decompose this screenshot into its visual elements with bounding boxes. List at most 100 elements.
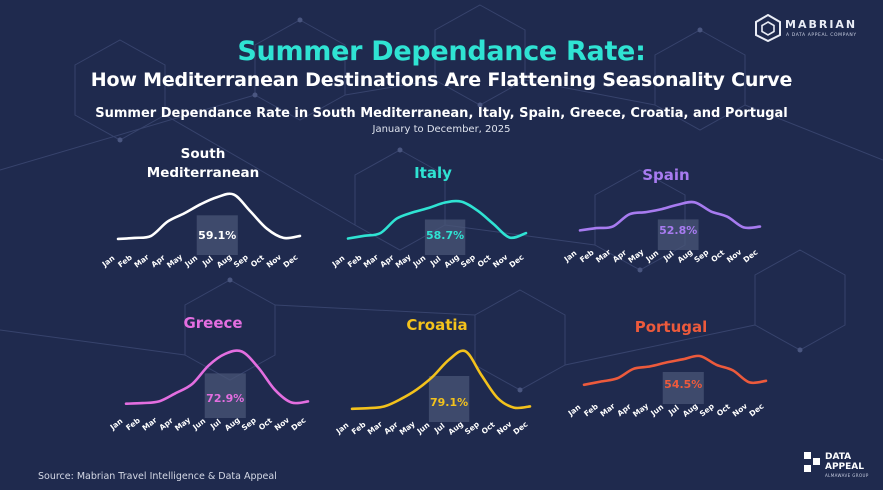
x-tick-label-nov: Nov	[725, 247, 743, 264]
x-tick-label-dec: Dec	[281, 253, 299, 270]
data-appeal-name-line2: APPEAL	[825, 462, 865, 472]
x-tick-label-apr: Apr	[611, 248, 628, 264]
chart-title: Italy	[414, 164, 452, 182]
x-tick-label-oct: Oct	[476, 253, 493, 269]
x-tick-label-feb: Feb	[346, 252, 364, 269]
data-appeal-mark-icon	[804, 452, 820, 472]
x-tick-label-may: May	[173, 415, 192, 433]
data-appeal-name-line1: DATA	[825, 452, 852, 462]
x-tick-label-oct: Oct	[257, 416, 274, 432]
chart-title: Croatia	[406, 316, 467, 334]
series-line	[124, 349, 310, 405]
page-title-line2: How Mediterranean Destinations Are Flatt…	[90, 69, 793, 91]
summer-band	[428, 376, 470, 422]
summer-rate-label: 58.7%	[426, 229, 464, 242]
x-tick-label-mar: Mar	[132, 252, 151, 269]
series-line	[578, 200, 762, 232]
x-tick-label-feb: Feb	[124, 415, 142, 432]
x-tick-label-jul: Jul	[208, 417, 223, 431]
x-tick-label-nov: Nov	[265, 252, 283, 269]
chart-title: Spain	[642, 166, 689, 184]
x-tick-label-jul: Jul	[432, 421, 447, 435]
x-tick-label-nov: Nov	[495, 419, 513, 436]
x-tick-label-feb: Feb	[116, 252, 134, 269]
chart-title: South Mediterranean	[147, 146, 259, 181]
summer-rate-label: 79.1%	[430, 396, 468, 409]
series-line	[116, 192, 302, 241]
x-tick-label-mar: Mar	[362, 252, 381, 269]
x-tick-label-jun: Jun	[414, 420, 431, 436]
x-tick-label-jul: Jul	[661, 249, 676, 263]
x-tick-label-apr: Apr	[615, 402, 632, 418]
x-tick-label-jul: Jul	[666, 403, 681, 417]
x-tick-label-apr: Apr	[382, 420, 399, 436]
x-tick-label-may: May	[626, 247, 645, 265]
x-tick-label-oct: Oct	[480, 420, 497, 436]
page-title: Summer Dependance Rate:	[237, 36, 646, 67]
x-tick-label-jun: Jun	[410, 253, 427, 269]
summer-rate-label: 72.9%	[206, 392, 244, 405]
x-tick-label-dec: Dec	[741, 248, 759, 265]
x-tick-label-oct: Oct	[709, 248, 726, 264]
x-tick-label-may: May	[165, 252, 184, 270]
x-tick-label-dec: Dec	[511, 420, 529, 437]
x-tick-label-jun: Jun	[643, 248, 660, 264]
series-line	[346, 199, 528, 240]
x-tick-label-jan: Jan	[100, 253, 117, 269]
x-tick-label-jun: Jun	[190, 416, 207, 432]
x-tick-label-mar: Mar	[598, 401, 617, 418]
source-note: Source: Mabrian Travel Intelligence & Da…	[38, 471, 277, 482]
chart-period: January to December, 2025	[372, 124, 511, 135]
x-tick-label-jul: Jul	[428, 254, 443, 268]
mabrian-hexagon-icon	[755, 14, 781, 42]
chart-title-line1: South	[181, 146, 226, 162]
chart-title: Portugal	[635, 318, 708, 336]
x-tick-label-jul: Jul	[200, 254, 215, 268]
summer-rate-label: 59.1%	[198, 229, 236, 242]
x-tick-label-dec: Dec	[507, 253, 525, 270]
x-tick-label-nov: Nov	[491, 252, 509, 269]
data-appeal-logo: DATA APPEAL ALMAWAVE GROUP	[804, 449, 872, 485]
summer-band	[662, 372, 704, 404]
x-tick-label-dec: Dec	[289, 416, 307, 433]
x-tick-label-nov: Nov	[731, 401, 749, 418]
x-tick-label-may: May	[631, 401, 650, 419]
x-tick-label-apr: Apr	[157, 416, 174, 432]
data-appeal-group: ALMAWAVE GROUP	[825, 473, 869, 478]
x-tick-label-apr: Apr	[149, 253, 166, 269]
x-tick-label-mar: Mar	[594, 247, 613, 264]
x-tick-label-jan: Jan	[562, 248, 579, 264]
chart-title-line2: Mediterranean	[147, 165, 259, 181]
x-tick-label-may: May	[398, 419, 417, 437]
x-tick-label-nov: Nov	[273, 415, 291, 432]
x-tick-label-may: May	[394, 252, 413, 270]
summer-rate-label: 52.8%	[659, 224, 697, 237]
x-tick-label-jun: Jun	[648, 402, 665, 418]
summer-band	[196, 215, 238, 255]
x-tick-label-dec: Dec	[747, 402, 765, 419]
summer-band	[424, 219, 466, 255]
series-line	[350, 349, 532, 411]
x-tick-label-jan: Jan	[334, 420, 351, 436]
x-tick-label-jan: Jan	[108, 416, 125, 432]
series-line	[582, 354, 768, 387]
chart-subtitle: Summer Dependance Rate in South Mediterr…	[95, 106, 788, 121]
summer-rate-label: 54.5%	[664, 378, 702, 391]
x-tick-label-feb: Feb	[582, 401, 600, 418]
x-tick-label-oct: Oct	[249, 253, 266, 269]
x-tick-label-mar: Mar	[140, 415, 159, 432]
x-tick-label-mar: Mar	[366, 419, 385, 436]
x-tick-label-jun: Jun	[182, 253, 199, 269]
summer-band	[657, 219, 699, 250]
summer-band	[204, 373, 246, 418]
mabrian-brand-text: MABRIAN	[785, 18, 858, 31]
data-appeal-name: DATA APPEAL	[825, 452, 864, 472]
